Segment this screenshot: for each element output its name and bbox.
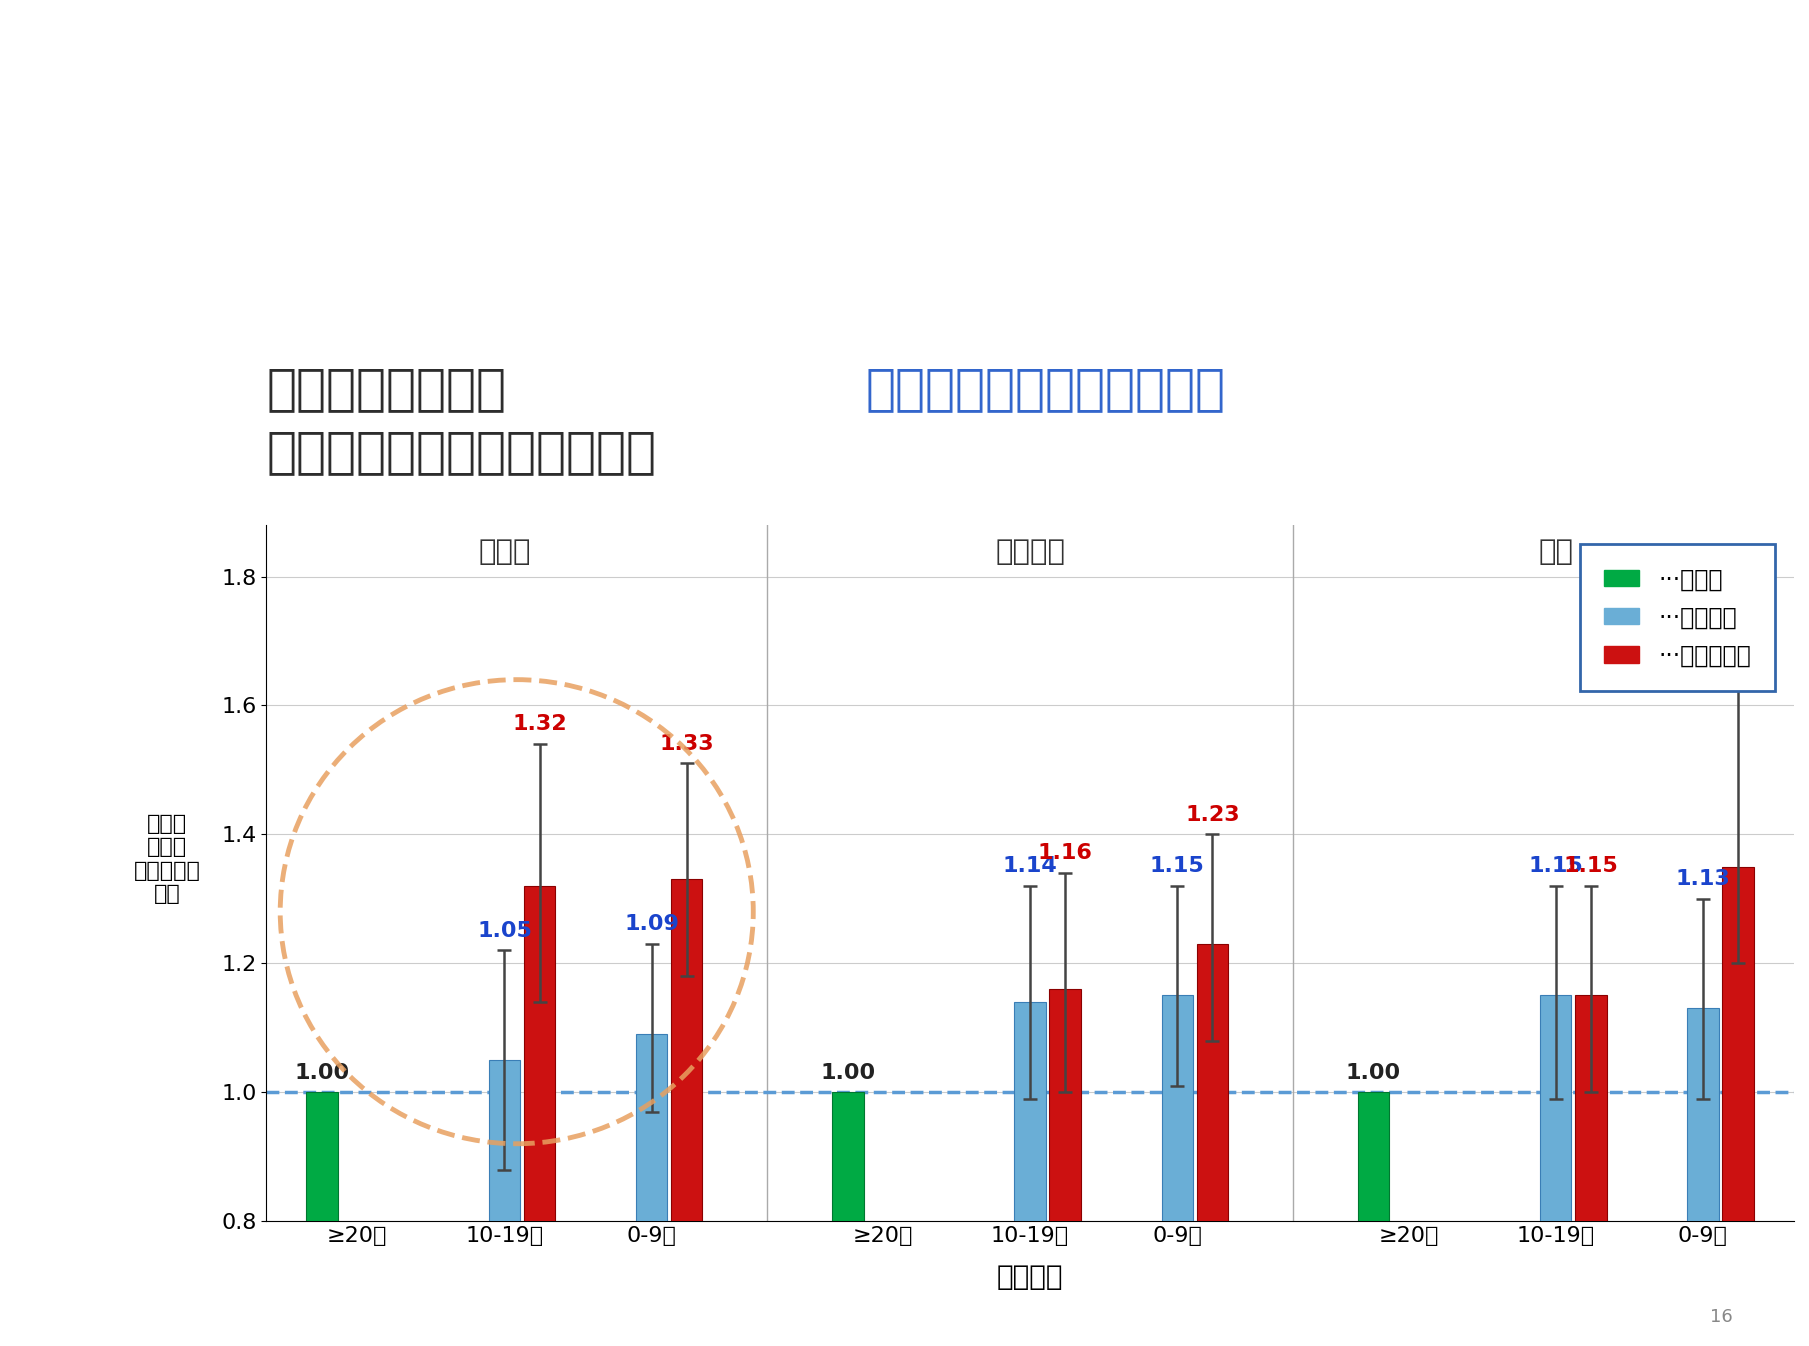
Text: 1.16: 1.16 — [1038, 844, 1093, 863]
Text: 1.13: 1.13 — [1675, 870, 1729, 890]
Bar — [1161, 996, 1194, 1221]
Text: 1.00: 1.00 — [819, 1062, 876, 1082]
Bar — [1722, 867, 1753, 1221]
Bar — [306, 1092, 338, 1221]
Text: 1.09: 1.09 — [624, 914, 678, 934]
Bar — [1196, 944, 1228, 1221]
Bar — [637, 1034, 668, 1221]
Text: 1.14: 1.14 — [1002, 856, 1058, 876]
Bar — [1359, 1092, 1389, 1221]
Text: 「歯磨きをしている者」は: 「歯磨きをしている者」は — [865, 366, 1225, 413]
Bar — [671, 879, 702, 1221]
Text: 1.15: 1.15 — [1563, 856, 1617, 876]
Bar — [1015, 1001, 1046, 1221]
Text: 1.33: 1.33 — [658, 734, 715, 754]
Bar — [1049, 989, 1082, 1221]
Text: 1.32: 1.32 — [512, 715, 566, 735]
Text: 歯磨き: 歯磨き — [478, 538, 530, 565]
Bar — [1576, 996, 1606, 1221]
Text: 1.15: 1.15 — [1529, 856, 1583, 876]
Text: 1.00: 1.00 — [295, 1062, 349, 1082]
Text: 要介護リスクが高くならない: 要介護リスクが高くならない — [266, 428, 657, 476]
Bar — [488, 1059, 521, 1221]
Bar — [1539, 996, 1572, 1221]
Text: 16: 16 — [1710, 1308, 1733, 1326]
Bar — [525, 886, 555, 1221]
Text: 1.23: 1.23 — [1185, 805, 1239, 825]
Bar — [832, 1092, 863, 1221]
Text: 1.35: 1.35 — [1711, 592, 1766, 612]
X-axis label: 残存歯数: 残存歯数 — [997, 1263, 1064, 1291]
Text: 1.05: 1.05 — [478, 921, 532, 941]
Bar — [1688, 1008, 1719, 1221]
Text: 義歯: 義歯 — [1538, 538, 1574, 565]
Text: 歯が少なくても、: 歯が少なくても、 — [266, 366, 507, 413]
Legend: ···基準群, ···している, ···していない: ···基準群, ···している, ···していない — [1581, 544, 1775, 692]
Y-axis label: 要介護
リスク
（ハザード
比）: 要介護 リスク （ハザード 比） — [134, 814, 201, 905]
Text: 歯科通院: 歯科通院 — [995, 538, 1066, 565]
Text: 1.15: 1.15 — [1151, 856, 1205, 876]
Text: 1.00: 1.00 — [1346, 1062, 1400, 1082]
